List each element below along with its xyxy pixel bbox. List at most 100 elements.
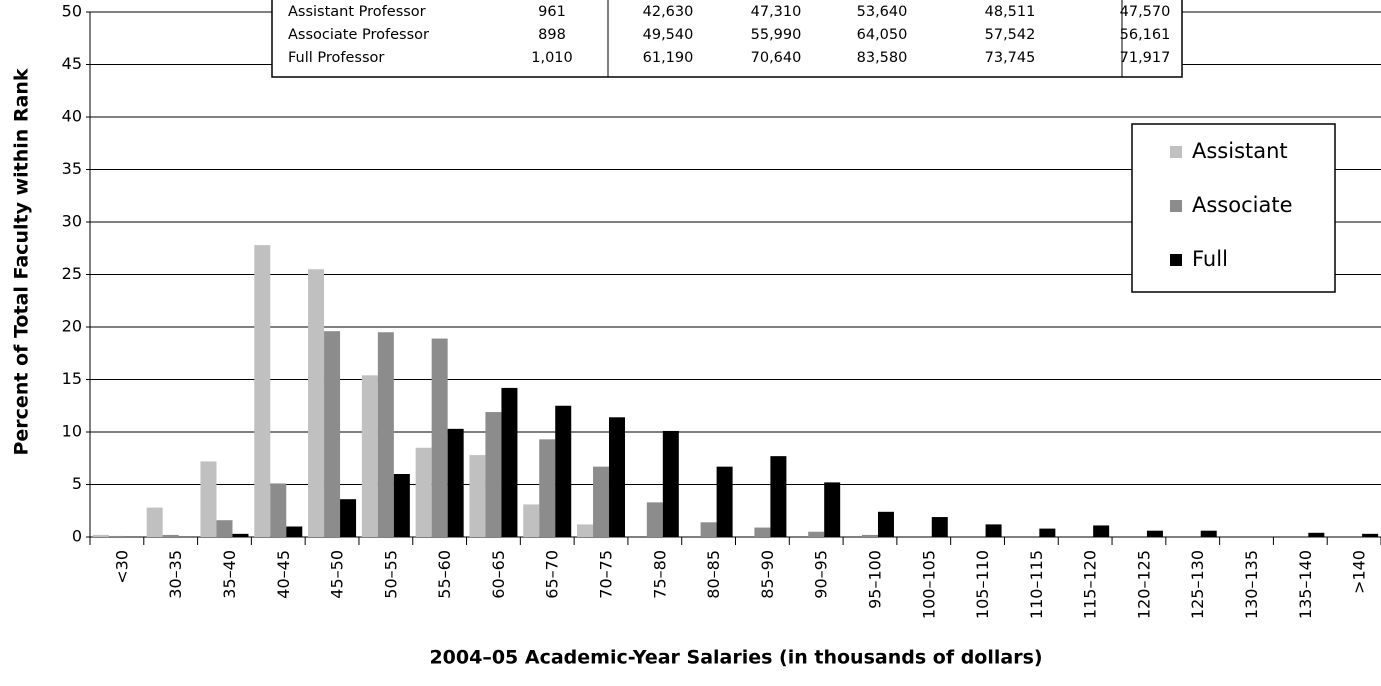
bar [393,474,410,537]
bar [523,504,540,537]
table-box [271,0,1183,78]
bar [700,522,717,537]
bar [308,269,325,537]
table-cell: 961 [538,4,566,20]
x-tick-label: 75–80 [650,550,669,599]
bar [555,405,572,537]
bar [877,511,894,537]
bar [1308,532,1325,537]
bar [646,502,663,537]
y-tick-label: 5 [72,474,82,493]
table-cell: 1,010 [531,50,573,66]
table-cell: 47,310 [751,4,802,20]
legend-box [1131,123,1336,293]
table-cell: 64,050 [857,27,908,43]
x-tick-label: 40–45 [274,550,293,599]
y-tick-label: 25 [62,264,82,283]
x-tick-label: 35–40 [220,550,239,599]
x-tick-label: 85–90 [758,550,777,599]
bar [270,483,287,537]
x-tick-label: <30 [112,550,131,584]
x-tick-label: 95–100 [865,550,884,609]
bar [716,466,733,537]
x-tick-label: 65–70 [543,550,562,599]
bar [415,447,432,537]
bar [232,533,249,537]
table-cell: 898 [538,27,566,43]
legend-label: Associate [1192,193,1293,217]
y-tick-label: 50 [62,2,82,21]
bar [754,527,771,537]
bar [108,535,125,537]
x-tick-label: 135–140 [1296,550,1315,619]
bar [577,524,594,537]
table-cell: 57,542 [985,27,1036,43]
legend-swatch [1170,146,1182,158]
bar [1362,533,1379,537]
table-cell: 47,570 [1120,4,1171,20]
table-cell: 56,161 [1120,27,1171,43]
bar [377,332,394,537]
bar [861,534,878,537]
bar [824,482,841,537]
y-tick-label: 20 [62,317,82,336]
table-cell: 49,540 [643,27,694,43]
bar [662,430,679,537]
bar [92,534,109,537]
x-axis-label: 2004–05 Academic-Year Salaries (in thous… [429,647,1042,669]
table-cell: 48,511 [985,4,1036,20]
x-tick-label: 130–135 [1242,550,1261,619]
bar [1146,530,1163,537]
y-tick-label: 0 [72,527,82,546]
table-cell: 71,917 [1120,50,1171,66]
table-cell: 53,640 [857,4,908,20]
bar [146,507,163,537]
bar [985,524,1002,537]
table-cell: 61,190 [643,50,694,66]
bar [931,517,948,537]
table-cell: Full Professor [288,50,384,66]
bar [162,534,179,537]
x-tick-label: 60–65 [489,550,508,599]
x-tick-label: 120–125 [1134,550,1153,619]
legend-label: Full [1192,247,1228,271]
bar [1200,530,1217,537]
y-tick-label: 35 [62,159,82,178]
bar [286,526,303,537]
bar [254,245,271,537]
x-tick-label: 50–55 [381,550,400,599]
x-tick-label: 45–50 [328,550,347,599]
y-tick-label: 15 [62,369,82,388]
bar [539,439,556,537]
legend-swatch [1170,200,1182,212]
x-tick-label: 90–95 [812,550,831,599]
table-cell: Associate Professor [288,27,429,43]
table-cell: 83,580 [857,50,908,66]
bar [808,531,825,537]
table-cell: 55,990 [751,27,802,43]
x-tick-label: 30–35 [166,550,185,599]
bar [200,461,217,537]
x-tick-label: 105–110 [973,550,992,619]
bar [216,520,233,537]
y-tick-label: 10 [62,422,82,441]
bar [485,412,502,537]
bar [501,387,518,537]
legend-swatch [1170,254,1182,266]
table-cell: 73,745 [985,50,1036,66]
bar [770,456,787,537]
y-axis-label: Percent of Total Faculty within Rank [11,68,33,455]
y-tick-label: 40 [62,107,82,126]
bar [324,331,341,537]
bar [340,499,357,537]
y-tick-label: 45 [62,54,82,73]
bar [1093,525,1110,537]
x-tick-label: 115–120 [1081,550,1100,619]
x-tick-label: 70–75 [597,550,616,599]
x-tick-label: >140 [1350,550,1369,594]
bar [469,455,486,537]
bar [1039,528,1056,537]
bar [609,417,626,537]
legend-label: Assistant [1192,139,1288,163]
